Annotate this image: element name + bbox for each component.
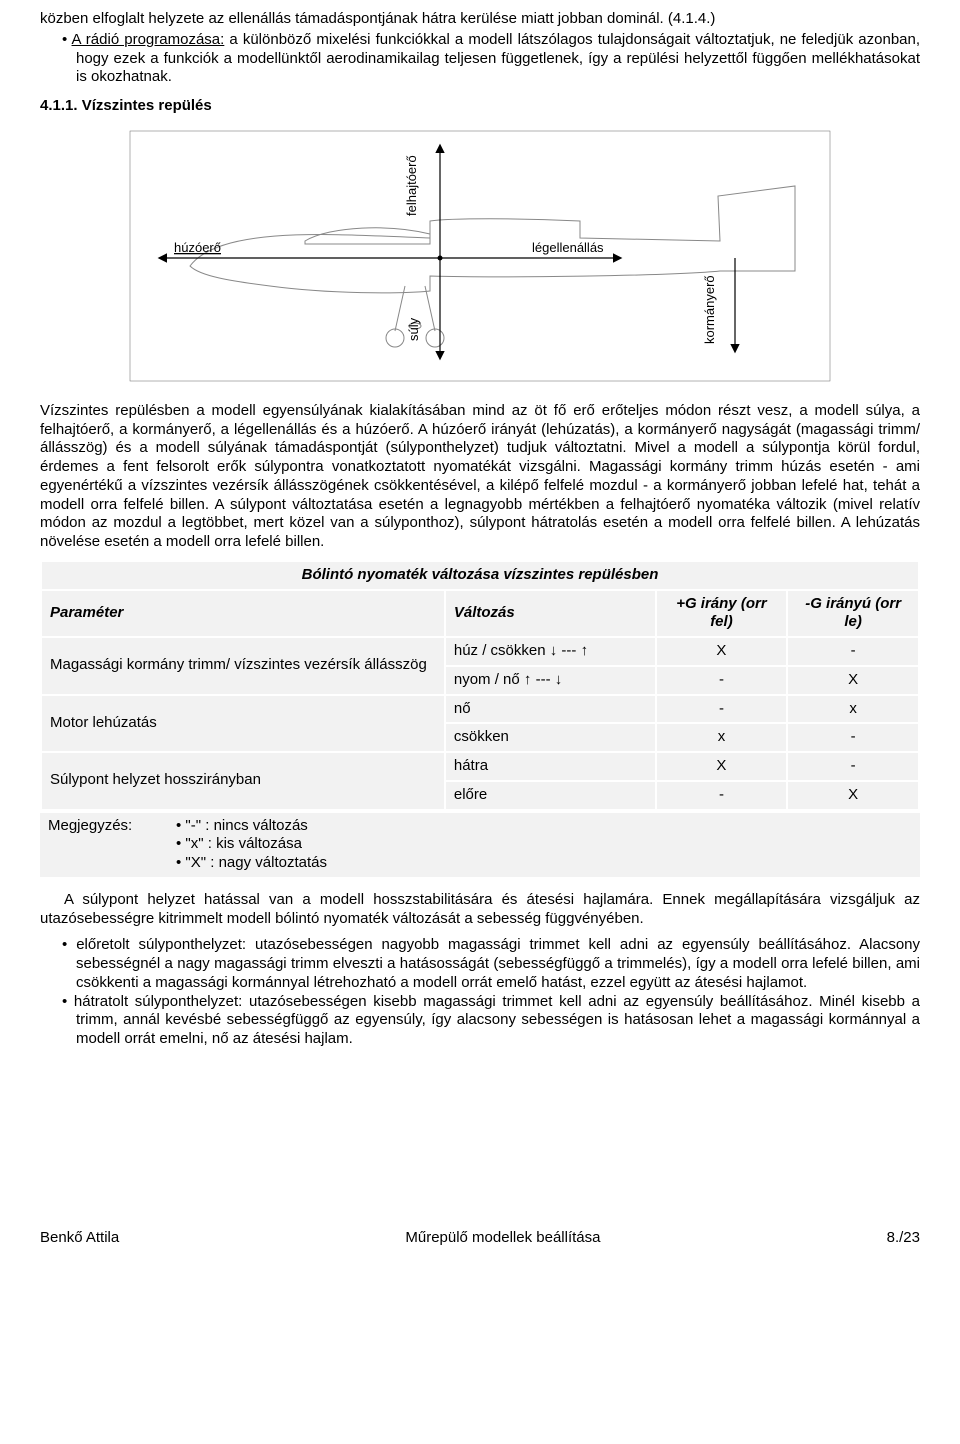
plus-cell: x — [656, 723, 788, 752]
hdr-change: Változás — [445, 590, 656, 638]
footer-pagenum: 8./23 — [887, 1229, 920, 1248]
drag-label: légellenállás — [532, 240, 604, 255]
plus-cell: - — [656, 695, 788, 724]
hdr-minusg: -G irányú (orr le) — [787, 590, 919, 638]
plus-cell: - — [656, 666, 788, 695]
plus-cell: - — [656, 781, 788, 810]
page: közben elfoglalt helyzete az ellenállás … — [0, 0, 960, 1268]
tailforce-label: kormányerő — [702, 275, 717, 344]
section-title: 4.1.1. Vízszintes repülés — [40, 97, 920, 116]
bullet-list-top: A rádió programozása: a különböző mixelé… — [40, 31, 920, 87]
minus-cell: X — [787, 666, 919, 695]
param-cell: Magassági kormány trimm/ vízszintes vezé… — [41, 637, 445, 695]
legend-label: Megjegyzés: — [48, 817, 168, 873]
minus-cell: - — [787, 637, 919, 666]
change-cell: hátra — [445, 752, 656, 781]
change-cell: csökken — [445, 723, 656, 752]
hdr-plusg: +G irány (orr fel) — [656, 590, 788, 638]
footer-title: Műrepülő modellek beállítása — [405, 1229, 600, 1248]
param-cell: Súlypont helyzet hosszirányban — [41, 752, 445, 810]
minus-cell: X — [787, 781, 919, 810]
bottom-bullet-list: előretolt súlyponthelyzet: utazósebesség… — [40, 936, 920, 1049]
plus-cell: X — [656, 637, 788, 666]
legend-item: "x" : kis változása — [176, 835, 327, 854]
para-after-table: A súlypont helyzet hatással van a modell… — [40, 891, 920, 929]
page-footer: Benkő Attila Műrepülő modellek beállítás… — [40, 1229, 920, 1248]
pitch-moment-table: Bólintó nyomaték változása vízszintes re… — [40, 560, 920, 811]
legend-item: "X" : nagy változtatás — [176, 854, 327, 873]
weight-label: súly — [406, 317, 421, 341]
minus-cell: x — [787, 695, 919, 724]
intro-line: közben elfoglalt helyzete az ellenállás … — [40, 10, 920, 29]
table-header-row: Paraméter Változás +G irány (orr fel) -G… — [41, 590, 919, 638]
mid-paragraph: Vízszintes repülésben a modell egyensúly… — [40, 402, 920, 552]
hdr-param: Paraméter — [41, 590, 445, 638]
change-cell: nő — [445, 695, 656, 724]
table-title: Bólintó nyomaték változása vízszintes re… — [41, 561, 919, 590]
legend-list: "-" : nincs változás "x" : kis változása… — [168, 817, 327, 873]
table-row: Motor lehúzatás nő - x — [41, 695, 919, 724]
table-title-row: Bólintó nyomaték változása vízszintes re… — [41, 561, 919, 590]
airplane-forces-diagram: felhajtóerő súly húzóerő légellenállás k… — [100, 126, 860, 386]
bottom-bullet: előretolt súlyponthelyzet: utazósebesség… — [62, 936, 920, 992]
thrust-label: húzóerő — [174, 240, 221, 255]
legend-item: "-" : nincs változás — [176, 817, 327, 836]
table-row: Magassági kormány trimm/ vízszintes vezé… — [41, 637, 919, 666]
bottom-bullet: hátratolt súlyponthelyzet: utazósebesség… — [62, 993, 920, 1049]
change-cell: előre — [445, 781, 656, 810]
minus-cell: - — [787, 723, 919, 752]
footer-author: Benkő Attila — [40, 1229, 119, 1248]
change-cell: húz / csökken ↓ --- ↑ — [445, 637, 656, 666]
lift-label: felhajtóerő — [404, 155, 419, 216]
change-cell: nyom / nő ↑ --- ↓ — [445, 666, 656, 695]
table-legend: Megjegyzés: "-" : nincs változás "x" : k… — [40, 811, 920, 877]
param-cell: Motor lehúzatás — [41, 695, 445, 753]
minus-cell: - — [787, 752, 919, 781]
bullet-radio: A rádió programozása: a különböző mixelé… — [62, 31, 920, 87]
plus-cell: X — [656, 752, 788, 781]
table-row: Súlypont helyzet hosszirányban hátra X - — [41, 752, 919, 781]
bullet-radio-lead: A rádió programozása: — [72, 31, 225, 48]
